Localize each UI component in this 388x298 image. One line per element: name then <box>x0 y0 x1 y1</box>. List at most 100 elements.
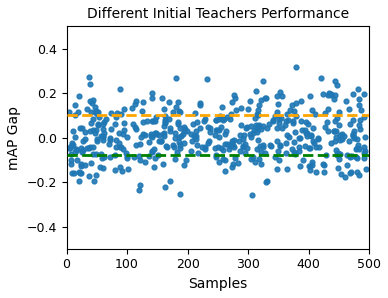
Point <box>81 129 88 134</box>
Point <box>274 125 280 130</box>
Point <box>193 128 199 133</box>
Point <box>303 131 309 135</box>
Point <box>98 134 104 139</box>
Point <box>278 116 284 121</box>
Point <box>188 131 194 136</box>
Point <box>353 169 360 174</box>
Point <box>199 145 206 149</box>
Point <box>357 118 363 122</box>
Point <box>279 126 285 131</box>
Point <box>113 114 120 119</box>
Point <box>70 129 76 134</box>
Point <box>231 93 237 98</box>
Point <box>213 153 219 158</box>
Point <box>79 150 85 154</box>
Point <box>117 87 123 91</box>
Point <box>178 134 184 139</box>
Point <box>92 131 98 136</box>
Point <box>116 140 122 145</box>
Point <box>347 155 353 160</box>
Point <box>296 148 302 153</box>
Point <box>274 110 280 114</box>
Point <box>321 163 327 168</box>
Point <box>82 137 88 142</box>
Point <box>151 147 157 152</box>
Point <box>333 78 339 83</box>
Point <box>216 134 222 139</box>
Point <box>285 117 291 122</box>
Point <box>353 155 359 159</box>
Point <box>172 135 178 140</box>
Point <box>291 150 297 155</box>
Point <box>98 151 104 156</box>
Point <box>240 145 246 150</box>
Point <box>322 111 328 116</box>
Point <box>90 152 96 156</box>
Point <box>328 93 334 97</box>
Point <box>86 146 92 150</box>
Point <box>296 145 302 149</box>
Point <box>162 121 168 125</box>
Point <box>137 182 144 187</box>
Point <box>307 168 313 173</box>
Point <box>88 110 94 114</box>
Point <box>334 152 340 157</box>
Point <box>339 132 345 136</box>
Point <box>100 134 106 139</box>
Point <box>232 155 239 160</box>
Point <box>107 136 113 141</box>
Point <box>223 128 229 133</box>
Point <box>132 125 138 129</box>
Point <box>158 139 164 144</box>
Point <box>227 117 233 122</box>
Point <box>354 156 360 160</box>
Point <box>181 129 187 134</box>
Point <box>80 148 87 152</box>
Point <box>360 92 367 97</box>
Point <box>162 118 168 123</box>
Point <box>346 139 352 143</box>
Point <box>78 145 84 150</box>
Point <box>214 127 220 132</box>
Point <box>362 149 368 154</box>
Point <box>84 146 90 150</box>
Point <box>194 143 201 148</box>
Point <box>322 125 329 129</box>
Point <box>342 175 348 179</box>
Point <box>174 150 180 155</box>
Point <box>94 139 100 144</box>
Point <box>92 105 98 110</box>
Point <box>87 128 93 133</box>
Point <box>123 150 130 155</box>
Point <box>138 134 144 139</box>
Point <box>167 129 173 134</box>
Point <box>77 125 83 130</box>
Point <box>262 96 268 101</box>
Point <box>68 151 74 156</box>
Point <box>218 146 224 150</box>
Point <box>349 153 355 158</box>
Point <box>341 134 348 138</box>
Point <box>356 173 362 178</box>
Point <box>334 152 341 157</box>
Point <box>361 145 367 149</box>
Point <box>76 179 82 184</box>
Point <box>240 144 246 149</box>
Point <box>177 192 184 197</box>
Point <box>100 122 107 127</box>
Point <box>325 92 331 97</box>
Point <box>140 100 146 105</box>
Point <box>249 155 256 159</box>
Point <box>320 162 326 166</box>
Point <box>256 123 262 128</box>
Point <box>67 146 73 150</box>
Point <box>291 140 297 145</box>
Point <box>304 134 310 138</box>
Point <box>323 153 329 158</box>
Point <box>152 156 158 161</box>
Point <box>121 127 127 132</box>
Point <box>307 94 314 99</box>
Point <box>315 136 322 141</box>
Y-axis label: mAP Gap: mAP Gap <box>7 105 21 170</box>
Point <box>337 152 343 157</box>
